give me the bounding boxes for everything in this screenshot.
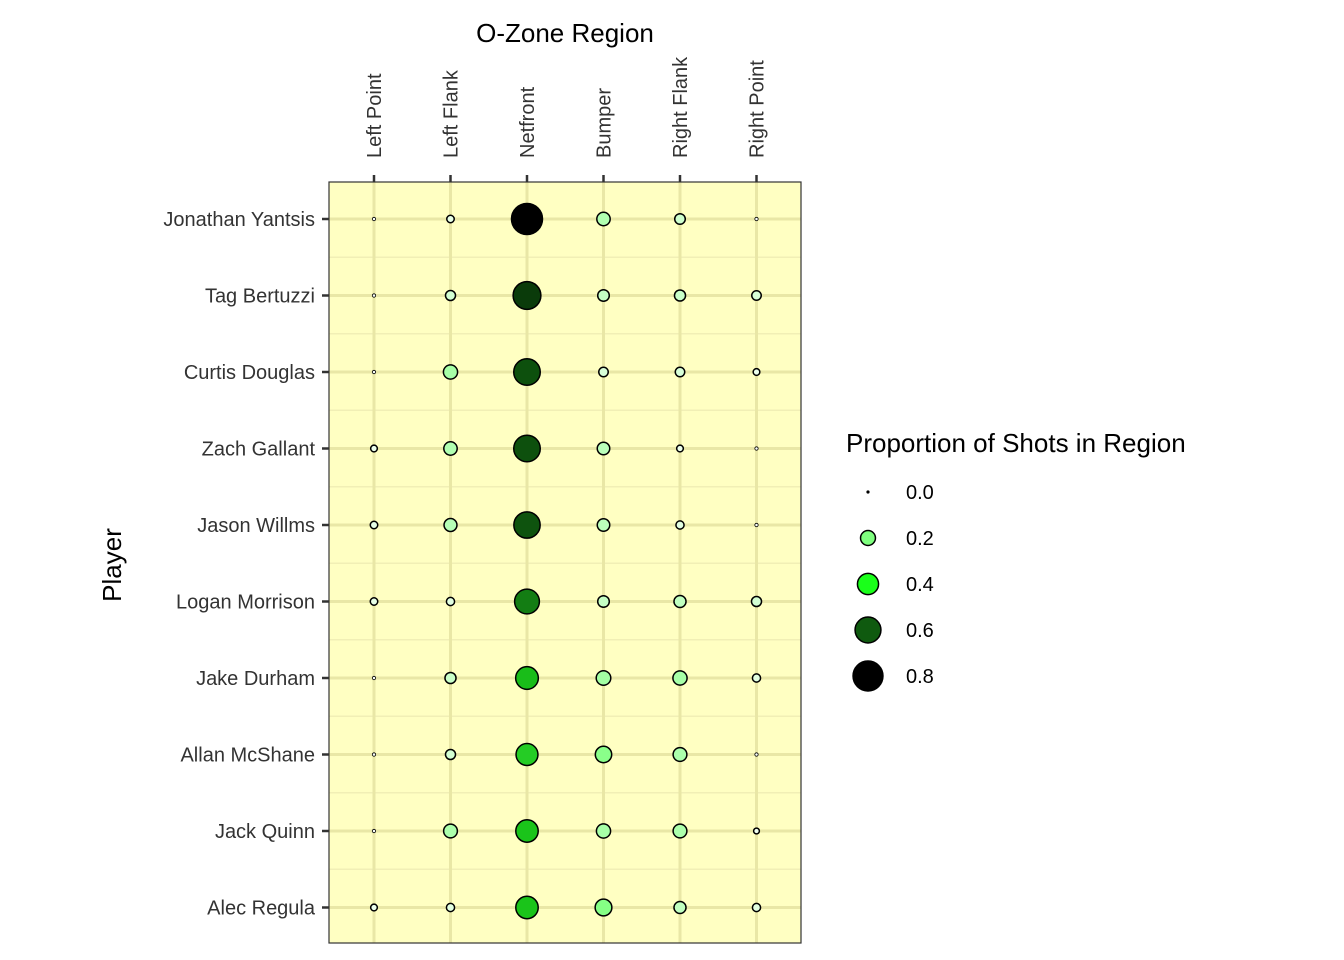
point-zach-gallant-right-flank <box>675 444 685 453</box>
x-axis: Left Point Left Flank Netfront Bumper Right … <box>364 56 769 182</box>
legend-label-0-4: 0.4 <box>906 574 934 596</box>
point-jonathan-yantsis-right-flank <box>673 212 687 226</box>
point-allan-mcshane-right-flank <box>672 746 688 763</box>
point-jason-willms-netfront <box>513 511 541 539</box>
point-allan-mcshane-left-flank <box>444 748 457 761</box>
point-jake-durham-right-flank <box>672 670 688 686</box>
legend-label-0-6: 0.6 <box>906 620 934 642</box>
point-jack-quinn-netfront <box>515 819 539 843</box>
y-tick-label-jack-quinn: Jack Quinn <box>215 821 315 843</box>
legend-label-0-8: 0.8 <box>906 666 934 688</box>
point-curtis-douglas-netfront <box>512 357 542 387</box>
point-curtis-douglas-right-point <box>752 367 761 377</box>
point-jonathan-yantsis-bumper <box>596 211 611 227</box>
legend-key-0-6 <box>854 616 882 644</box>
point-alec-regula-left-point <box>369 903 379 912</box>
point-jake-durham-left-flank <box>444 671 457 685</box>
y-tick-label-jonathan-yantsis: Jonathan Yantsis <box>163 209 315 231</box>
point-jonathan-yantsis-right-point <box>754 216 759 222</box>
point-zach-gallant-netfront <box>512 434 542 463</box>
point-jonathan-yantsis-left-point <box>371 216 377 222</box>
point-alec-regula-left-flank <box>445 902 456 913</box>
point-allan-mcshane-netfront <box>515 742 539 767</box>
point-logan-morrison-left-point <box>369 597 379 606</box>
point-alec-regula-right-point <box>751 902 762 913</box>
x-axis-title: O-Zone Region <box>476 18 654 48</box>
legend-key-0-0 <box>866 490 870 494</box>
y-tick-label-jason-willms: Jason Willms <box>197 515 315 537</box>
point-curtis-douglas-bumper <box>598 366 609 378</box>
point-logan-morrison-bumper <box>596 594 611 609</box>
x-tick-label-right-point: Right Point <box>747 60 769 158</box>
point-jake-durham-left-point <box>371 675 377 681</box>
grid <box>329 182 801 943</box>
point-alec-regula-bumper <box>594 898 613 917</box>
point-logan-morrison-left-flank <box>445 596 456 607</box>
point-tag-bertuzzi-right-flank <box>673 289 687 302</box>
point-jack-quinn-right-point <box>752 827 761 835</box>
point-jonathan-yantsis-left-flank <box>446 214 455 224</box>
point-zach-gallant-left-flank <box>443 441 458 456</box>
x-tick-label-bumper: Bumper <box>594 88 616 158</box>
x-tick-label-right-flank: Right Flank <box>670 56 692 158</box>
point-alec-regula-netfront <box>515 895 539 920</box>
x-tick-label-left-point: Left Point <box>364 73 386 158</box>
point-zach-gallant-bumper <box>596 441 611 456</box>
point-tag-bertuzzi-left-flank <box>444 289 457 302</box>
point-jason-willms-left-flank <box>443 517 458 533</box>
x-tick-label-netfront: Netfront <box>517 86 539 158</box>
point-allan-mcshane-bumper <box>594 745 613 764</box>
point-allan-mcshane-right-point <box>754 752 759 757</box>
point-curtis-douglas-right-flank <box>674 366 686 378</box>
point-tag-bertuzzi-bumper <box>596 288 611 303</box>
point-jake-durham-right-point <box>751 673 762 683</box>
y-tick-label-zach-gallant: Zach Gallant <box>202 439 316 461</box>
y-tick-label-logan-morrison: Logan Morrison <box>176 592 315 614</box>
point-alec-regula-right-flank <box>673 900 687 915</box>
point-jack-quinn-left-flank <box>442 823 459 839</box>
point-jason-willms-bumper <box>596 518 611 532</box>
y-tick-label-curtis-douglas: Curtis Douglas <box>184 362 315 384</box>
point-jason-willms-right-point <box>754 522 759 528</box>
x-tick-label-left-flank: Left Flank <box>441 69 463 158</box>
point-tag-bertuzzi-netfront <box>512 280 542 311</box>
legend-label-0-0: 0.0 <box>906 482 934 504</box>
legend-key-0-8 <box>852 660 884 692</box>
data-points <box>369 202 763 920</box>
legend-title: Proportion of Shots in Region <box>846 428 1186 458</box>
y-tick-label-tag-bertuzzi: Tag Bertuzzi <box>205 286 315 308</box>
point-jake-durham-netfront <box>514 665 540 691</box>
panel-border <box>328 181 802 944</box>
y-axis: Jonathan Yantsis Tag Bertuzzi Curtis Dougl… <box>163 209 329 920</box>
legend-key-0-2 <box>859 529 877 547</box>
point-allan-mcshane-left-point <box>371 752 377 757</box>
point-curtis-douglas-left-flank <box>442 364 459 380</box>
legend: Proportion of Shots in Region 0.0 0.2 0.4 0… <box>846 428 1186 692</box>
point-jack-quinn-right-flank <box>672 823 688 839</box>
point-curtis-douglas-left-point <box>371 369 377 375</box>
point-jack-quinn-bumper <box>595 823 612 839</box>
point-logan-morrison-netfront <box>513 588 541 615</box>
point-tag-bertuzzi-right-point <box>751 290 762 301</box>
y-tick-label-jake-durham: Jake Durham <box>196 668 315 690</box>
point-jake-durham-bumper <box>595 669 612 687</box>
point-jack-quinn-left-point <box>371 828 377 834</box>
y-tick-label-allan-mcshane: Allan McShane <box>180 745 315 767</box>
point-zach-gallant-left-point <box>369 444 379 453</box>
point-zach-gallant-right-point <box>754 446 759 451</box>
legend-key-0-4 <box>856 572 880 596</box>
point-jason-willms-right-flank <box>675 520 685 530</box>
point-logan-morrison-right-point <box>750 595 763 608</box>
point-logan-morrison-right-flank <box>673 594 687 609</box>
y-axis-title: Player <box>97 528 127 602</box>
y-tick-label-alec-regula: Alec Regula <box>207 898 316 920</box>
point-jason-willms-left-point <box>369 520 379 530</box>
point-jonathan-yantsis-netfront <box>510 202 544 236</box>
legend-label-0-2: 0.2 <box>906 528 934 550</box>
point-tag-bertuzzi-left-point <box>371 293 377 298</box>
